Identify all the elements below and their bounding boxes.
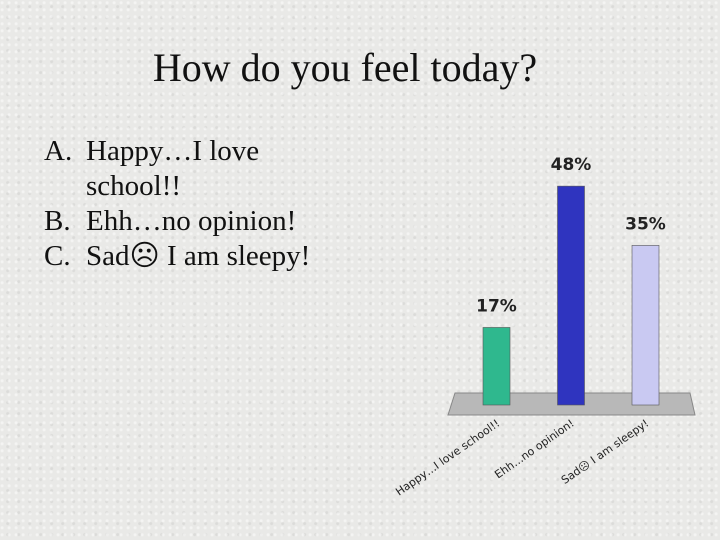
value-label: 17%: [476, 296, 517, 316]
option-text: Ehh…no opinion!: [86, 205, 297, 237]
value-label: 48%: [551, 155, 592, 175]
option: C. Sad☹ I am sleepy!: [44, 239, 344, 274]
slide-title: How do you feel today?: [152, 45, 538, 90]
option-letter: B.: [44, 205, 71, 237]
bar: [482, 327, 511, 406]
option-letter: C.: [44, 240, 71, 272]
option-text: Happy…I love school!!: [86, 135, 260, 202]
option-list: A. Happy…I love school!! B. Ehh…no opinion!…: [44, 134, 344, 274]
category-label: Happy…I love school!!: [393, 417, 502, 499]
option-text: Sad☹ I am sleepy!: [86, 240, 311, 272]
bar: [631, 245, 660, 406]
option: B. Ehh…no opinion!: [44, 204, 344, 239]
value-label: 35%: [625, 214, 666, 234]
option: A. Happy…I love school!!: [44, 134, 344, 204]
option-letter: A.: [44, 135, 73, 167]
bar: [557, 185, 585, 406]
